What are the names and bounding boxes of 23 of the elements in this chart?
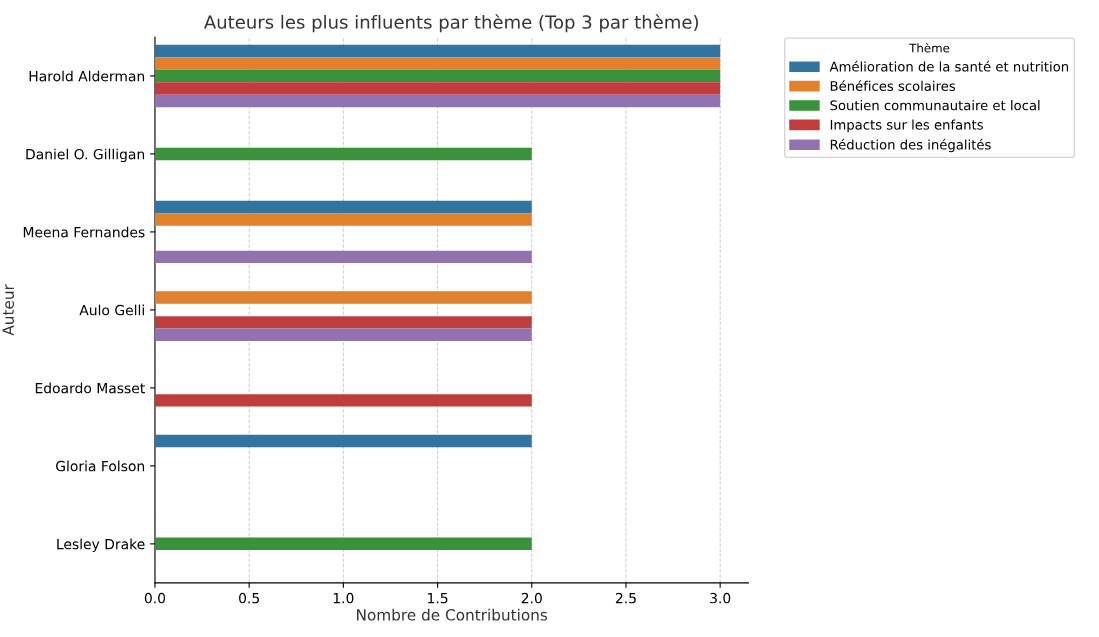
y-tick-label: Daniel O. Gilligan	[26, 148, 145, 163]
y-tick-label: Aulo Gelli	[79, 304, 144, 316]
x-tick-label: 2.0	[521, 592, 542, 604]
y-tick-label: Edoardo Masset	[35, 382, 145, 394]
legend-label: Bénéfices scolaires	[830, 80, 956, 91]
legend-label: Soutien communautaire et local	[830, 100, 1040, 111]
y-tick-label: Gloria Folson	[56, 460, 145, 472]
chart-title: Auteurs les plus influents par thème (Top 3 par thème)	[204, 14, 698, 33]
x-tick-label: 2.5	[615, 592, 636, 604]
x-tick-label: 1.5	[428, 593, 448, 604]
y-tick-label: Harold Alderman	[29, 70, 145, 82]
y-tick-label: Meena Fernandes	[23, 226, 145, 238]
legend-label: Amélioration de la santé et nutrition	[829, 60, 1068, 72]
legend-title: Thème	[909, 42, 950, 53]
legend-label: Impacts sur les enfants	[830, 119, 983, 133]
legend-label: Réduction des inégalités	[830, 138, 991, 153]
x-tick-label: 3.0	[710, 592, 731, 604]
x-axis-title: Nombre de Contributions	[357, 608, 548, 621]
x-tick-label: 0.5	[239, 592, 259, 604]
x-tick-label: 1.0	[333, 592, 354, 604]
x-tick-label: 0.0	[144, 592, 166, 604]
y-tick-label: Lesley Drake	[57, 538, 145, 553]
y-axis-title: Auteur	[2, 284, 14, 336]
